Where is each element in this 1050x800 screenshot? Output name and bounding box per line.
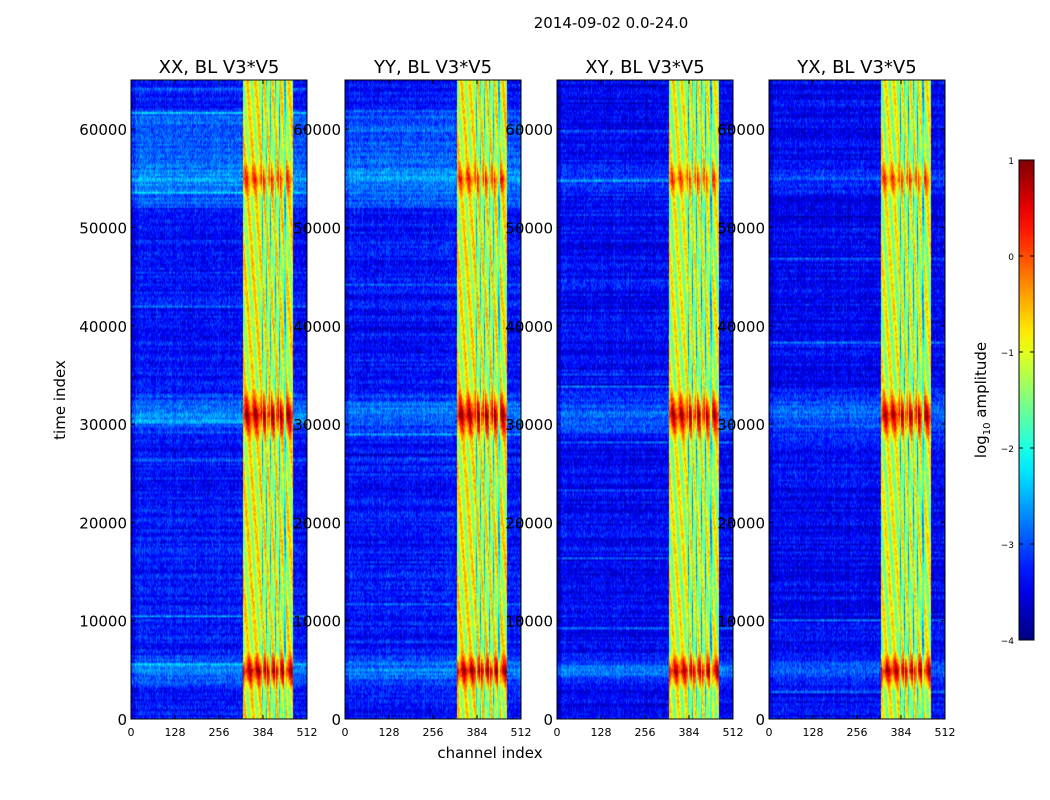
colorbar-gradient	[1018, 159, 1035, 641]
panel-title: YY, BL V3*V5	[373, 57, 492, 78]
y-tick-label: 50000	[505, 219, 553, 237]
x-axis-label: channel index	[437, 744, 542, 762]
colorbar-label: log10 amplitude	[972, 342, 993, 458]
x-tick-label: 128	[803, 726, 824, 739]
y-tick-label: 0	[117, 711, 127, 729]
heatmap-xx	[131, 80, 307, 719]
y-tick-label: 0	[543, 711, 553, 729]
y-tick-label: 50000	[79, 219, 127, 237]
x-tick-label: 256	[635, 726, 656, 739]
x-tick-label: 256	[847, 726, 868, 739]
y-tick-label: 30000	[79, 416, 127, 434]
x-tick-label: 512	[935, 726, 956, 739]
panel-yy: YY, BL V3*V5 0 128 256 384 512 0 10000 20000 3000…	[293, 57, 531, 739]
x-tick-label: 384	[253, 726, 274, 739]
y-tick-label: 60000	[717, 121, 765, 139]
panel-xx: XX, BL V3*V5 0 128 256 384 512 0 10000 20000 3000…	[79, 57, 317, 739]
x-tick-label: 128	[165, 726, 186, 739]
heatmap-xy	[557, 80, 733, 719]
y-tick-label: 10000	[505, 613, 553, 631]
colorbar-tick-label: −1	[1001, 349, 1014, 359]
y-tick-label: 10000	[79, 613, 127, 631]
y-tick-label: 20000	[293, 514, 341, 532]
x-tick-label: 256	[209, 726, 230, 739]
x-tick-label: 256	[423, 726, 444, 739]
x-tick-label: 512	[511, 726, 532, 739]
panel-yx: YX, BL V3*V5 0 128 256 384 512 0 10000 20000 3000…	[717, 57, 955, 739]
heatmap-yy	[345, 80, 521, 719]
colorbar-tick-label: 1	[1008, 157, 1014, 167]
colorbar: 1 0 −1 −2 −3 −4 log10 amplitude	[972, 157, 1035, 647]
x-tick-label: 512	[297, 726, 318, 739]
y-axis-label: time index	[51, 360, 69, 440]
x-tick-label: 128	[591, 726, 612, 739]
panel-title: YX, BL V3*V5	[796, 57, 916, 78]
colorbar-tick-label: −4	[1001, 637, 1015, 647]
y-tick-label: 50000	[293, 219, 341, 237]
x-tick-label: 0	[342, 726, 349, 739]
y-tick-label: 10000	[293, 613, 341, 631]
x-tick-label: 384	[679, 726, 700, 739]
x-tick-label: 512	[723, 726, 744, 739]
x-tick-label: 128	[379, 726, 400, 739]
y-tick-label: 60000	[505, 121, 553, 139]
y-tick-label: 0	[755, 711, 765, 729]
y-tick-label: 40000	[293, 318, 341, 336]
y-tick-label: 0	[331, 711, 341, 729]
x-tick-label: 0	[128, 726, 135, 739]
y-tick-label: 30000	[717, 416, 765, 434]
y-tick-label: 60000	[79, 121, 127, 139]
y-tick-label: 20000	[505, 514, 553, 532]
y-tick-label: 10000	[717, 613, 765, 631]
y-tick-label: 40000	[717, 318, 765, 336]
y-tick-label: 40000	[505, 318, 553, 336]
y-tick-label: 20000	[79, 514, 127, 532]
panel-title: XY, BL V3*V5	[585, 57, 704, 78]
y-tick-label: 40000	[79, 318, 127, 336]
x-tick-label: 384	[891, 726, 912, 739]
x-tick-label: 0	[554, 726, 561, 739]
colorbar-tick-label: 0	[1008, 253, 1014, 263]
colorbar-tick-label: −2	[1001, 445, 1014, 455]
y-tick-label: 30000	[505, 416, 553, 434]
panels-group: XX, BL V3*V5 0 128 256 384 512 0 10000 20000 3000…	[79, 57, 955, 739]
panel-title: XX, BL V3*V5	[159, 57, 280, 78]
colorbar-tick-label: −3	[1001, 541, 1014, 551]
x-tick-label: 384	[467, 726, 488, 739]
y-tick-label: 30000	[293, 416, 341, 434]
y-tick-label: 60000	[293, 121, 341, 139]
x-tick-label: 0	[766, 726, 773, 739]
panel-xy: XY, BL V3*V5 0 128 256 384 512 0 10000 20000 3000…	[505, 57, 743, 739]
y-tick-label: 20000	[717, 514, 765, 532]
y-tick-label: 50000	[717, 219, 765, 237]
figure-suptitle: 2014-09-02 0.0-24.0	[534, 14, 689, 32]
heatmap-yx	[769, 80, 945, 719]
